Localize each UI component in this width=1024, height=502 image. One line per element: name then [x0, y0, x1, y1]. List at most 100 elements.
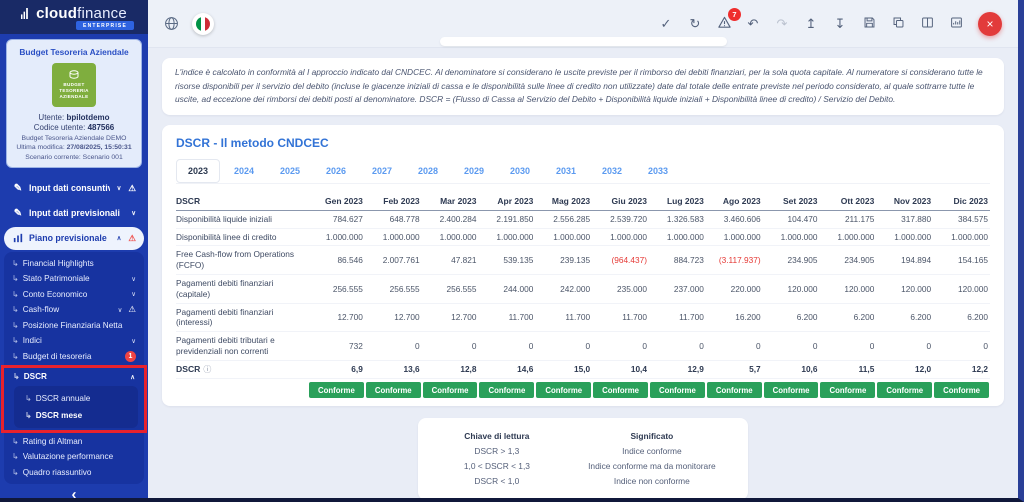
sidebar-item-label: Stato Patrimoniale [22, 274, 90, 284]
sidebar-item-dscr[interactable]: ↳ DSCR ∧ [8, 369, 140, 385]
year-tab-2030[interactable]: 2030 [509, 165, 531, 176]
chevron-up-icon: ∧ [130, 373, 135, 381]
save-icon [863, 16, 876, 32]
copy-button[interactable] [888, 14, 908, 34]
table-cell: 1.000.000 [610, 232, 647, 243]
status-badge: Conforme [934, 382, 989, 399]
sub-arrow-icon: ↳ [12, 452, 19, 462]
check-icon: ✓ [660, 15, 672, 31]
chart-icon [12, 233, 24, 243]
year-tab-2023[interactable]: 2023 [176, 158, 220, 183]
status-badge: Conforme [536, 382, 592, 399]
pencil-icon: ✎ [13, 182, 23, 194]
table-cell: 1.000.000 [723, 232, 761, 243]
year-tab-2031[interactable]: 2031 [555, 165, 577, 176]
column-header: Lug 2023 [666, 196, 704, 207]
table-cell: 47.821 [451, 255, 477, 266]
sidebar-item-dscr-mese[interactable]: ↳ DSCR mese [16, 407, 136, 424]
italian-flag-icon[interactable] [192, 12, 214, 35]
sidebar-item-budget-di-tesoreria[interactable]: ↳ Budget di tesoreria 1 [7, 349, 141, 365]
year-tab-2032[interactable]: 2032 [601, 165, 623, 176]
info-icon[interactable]: ⓘ [203, 364, 212, 374]
legend-meaning: Indice conforme [622, 446, 682, 457]
close-button[interactable]: × [978, 11, 1002, 36]
table-cell: 211.175 [844, 214, 875, 225]
table-cell: 194.894 [901, 255, 932, 266]
edition-badge: ENTERPRISE [76, 21, 134, 30]
sidebar-item-cash-flow[interactable]: ↳ Cash-flow ∨ ⚠ [7, 302, 141, 318]
year-tab-2024[interactable]: 2024 [233, 165, 255, 176]
legend-col1-header: Chiave di lettura [464, 431, 530, 442]
sidebar-item-label: Conto Economico [22, 289, 88, 299]
row-label: DSCR ⓘ [176, 363, 212, 374]
sidebar-item-rating-di-altman[interactable]: ↳ Rating di Altman [7, 434, 141, 450]
sub-arrow-icon: ↳ [12, 436, 19, 446]
undo-button[interactable]: ↶ [743, 14, 763, 34]
sidebar-item-input-dati-previsionali[interactable]: ✎ Input dati previsionali ∨ [4, 202, 144, 225]
sidebar-item-stato-patrimoniale[interactable]: ↳ Stato Patrimoniale ∨ [7, 271, 141, 287]
sidebar-item-indici[interactable]: ↳ Indici ∨ [7, 333, 141, 349]
sidebar-collapse-button[interactable]: ‹ [71, 486, 77, 498]
upload-button[interactable]: ↥ [801, 14, 821, 34]
status-badge: Conforme [820, 382, 876, 399]
intro-paragraph: L'indice è calcolato in conformità al I … [162, 58, 1004, 115]
table-cell: 0 [642, 340, 647, 351]
dscr-table: DSCR Gen 2023 Feb 2023 Mar 2023 Apr 2023 Mag … [176, 193, 990, 380]
year-tab-2028[interactable]: 2028 [417, 165, 439, 176]
confirm-button[interactable]: ✓ [656, 14, 676, 34]
top-toolbar: ✓ ↻ 7 ↶ ↷ ↥ ↧ × [148, 0, 1018, 48]
alert-count-badge: 7 [728, 7, 741, 21]
table-row-pagamenti-debiti-finanziari-capitale: Pagamenti debiti finanziari (capitale) 25… [176, 275, 990, 304]
table-cell: 1.000.000 [837, 232, 875, 243]
year-tab-2029[interactable]: 2029 [463, 165, 485, 176]
sidebar-item-valutazione-performance[interactable]: ↳ Valutazione performance [7, 449, 141, 465]
upload-icon: ↥ [805, 15, 817, 31]
alerts-button[interactable]: 7 [714, 7, 741, 34]
sidebar-item-dscr-annuale[interactable]: ↳ DSCR annuale [16, 390, 136, 407]
report-button[interactable] [946, 14, 966, 34]
scenario-line: Scenario corrente: Scenario 001 [25, 153, 123, 161]
main-area: ✓ ↻ 7 ↶ ↷ ↥ ↧ × L'indice è calcolato in conform… [148, 0, 1018, 498]
table-cell: 154.165 [957, 255, 988, 266]
sidebar-item-label: DSCR [23, 372, 47, 382]
sidebar-item-quadro-riassuntivo[interactable]: ↳ Quadro riassuntivo [7, 465, 141, 481]
column-header: Mag 2023 [551, 196, 591, 207]
status-badge: Conforme [309, 382, 364, 399]
close-icon: × [986, 16, 994, 31]
year-tab-2025[interactable]: 2025 [279, 165, 301, 176]
table-cell: 0 [471, 340, 477, 351]
year-tab-2026[interactable]: 2026 [325, 165, 347, 176]
sidebar-item-input-dati-consuntivi[interactable]: ✎ Input dati consuntivi ∨ ⚠ [4, 177, 144, 200]
logo-signal-bars-icon [21, 7, 32, 20]
table-cell: 10,4 [630, 364, 647, 375]
status-badge: Conforme [877, 382, 933, 399]
table-cell: 16.200 [735, 312, 761, 323]
sidebar-item-conto-economico[interactable]: ↳ Conto Economico ∨ [7, 287, 141, 303]
split-view-button[interactable] [917, 14, 937, 34]
table-cell: 12.700 [394, 312, 420, 323]
year-tab-2033[interactable]: 2033 [647, 165, 669, 176]
sub-arrow-icon: ↳ [12, 305, 19, 315]
sidebar-item-label: Posizione Finanziaria Netta [22, 320, 123, 330]
chevron-down-icon: ∨ [131, 275, 136, 283]
legend-key: DSCR > 1,3 [474, 446, 520, 457]
profile-card: Budget Tesoreria Aziendale BUDGET TESORE… [6, 39, 142, 168]
redo-button[interactable]: ↷ [772, 14, 792, 34]
year-tab-2027[interactable]: 2027 [371, 165, 393, 176]
globe-icon[interactable] [164, 16, 179, 31]
horizontal-scrollbar[interactable] [440, 37, 727, 46]
table-cell: 0 [756, 340, 761, 351]
refresh-button[interactable]: ↻ [685, 14, 705, 34]
sidebar-item-financial-highlights[interactable]: ↳ Financial Highlights [7, 256, 141, 272]
sidebar-item-label: Indici [22, 336, 42, 346]
legend-meaning: Indice conforme ma da monitorare [588, 461, 716, 472]
status-row-spacer [176, 382, 308, 398]
download-button[interactable]: ↧ [830, 14, 850, 34]
column-header: Dic 2023 [953, 196, 988, 207]
sidebar-item-posizione-finanziaria-netta[interactable]: ↳ Posizione Finanziaria Netta [7, 318, 141, 334]
section-title: DSCR - Il metodo CNDCEC [176, 135, 329, 150]
sidebar-item-piano-previsionale[interactable]: Piano previsionale ∧ ⚠ [4, 226, 144, 250]
status-badge: Conforme [365, 382, 421, 399]
save-button[interactable] [859, 14, 879, 34]
table-cell: 3.460.606 [723, 214, 761, 225]
